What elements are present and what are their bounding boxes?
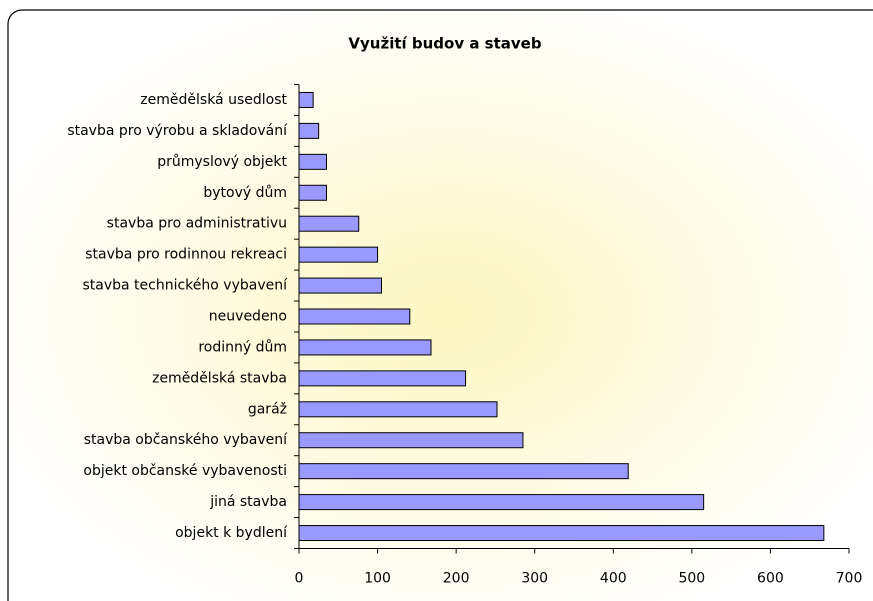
chart-title: Využití budov a staveb <box>348 35 541 53</box>
y-tick-label: stavba pro rodinnou rekreaci <box>85 247 287 263</box>
bar <box>298 463 629 480</box>
bar <box>298 339 432 356</box>
bar <box>298 494 705 511</box>
bar <box>298 153 327 170</box>
bar <box>298 525 825 542</box>
y-tick-label: rodinný dům <box>198 339 287 355</box>
bar <box>298 122 320 139</box>
y-tick-label: bytový dům <box>203 185 287 201</box>
y-tick-label: garáž <box>248 401 287 417</box>
bar <box>298 91 314 108</box>
bar <box>298 246 379 263</box>
bar <box>298 308 411 325</box>
y-tick-label: zemědělská stavba <box>152 370 287 386</box>
bar <box>298 370 467 387</box>
chart-frame <box>7 9 873 601</box>
y-tick-label: stavba pro administrativu <box>107 216 287 232</box>
x-tick-label: 600 <box>757 571 784 587</box>
y-tick-label: průmyslový objekt <box>157 154 287 170</box>
x-tick-label: 200 <box>443 571 470 587</box>
x-tick-label: 500 <box>678 571 705 587</box>
bar <box>298 184 327 201</box>
y-tick-label: jiná stavba <box>209 494 287 510</box>
y-tick-label: stavba občanského vybavení <box>84 432 288 448</box>
x-tick-label: 400 <box>600 571 627 587</box>
y-tick-label: zemědělská usedlost <box>140 92 287 108</box>
x-tick-label: 300 <box>521 571 548 587</box>
y-tick-label: objekt občanské vybavenosti <box>83 463 287 479</box>
x-tick-label: 700 <box>836 571 863 587</box>
y-tick-label: objekt k bydlení <box>175 525 288 541</box>
x-tick-label: 0 <box>295 571 304 587</box>
bar <box>298 215 360 232</box>
x-tick-label: 100 <box>364 571 391 587</box>
bar <box>298 401 498 418</box>
y-tick-label: stavba pro výrobu a skladování <box>67 123 288 139</box>
bar <box>298 432 524 449</box>
y-tick-label: stavba technického vybavení <box>82 278 288 294</box>
y-tick-label: neuvedeno <box>209 309 287 325</box>
bar <box>298 277 382 294</box>
